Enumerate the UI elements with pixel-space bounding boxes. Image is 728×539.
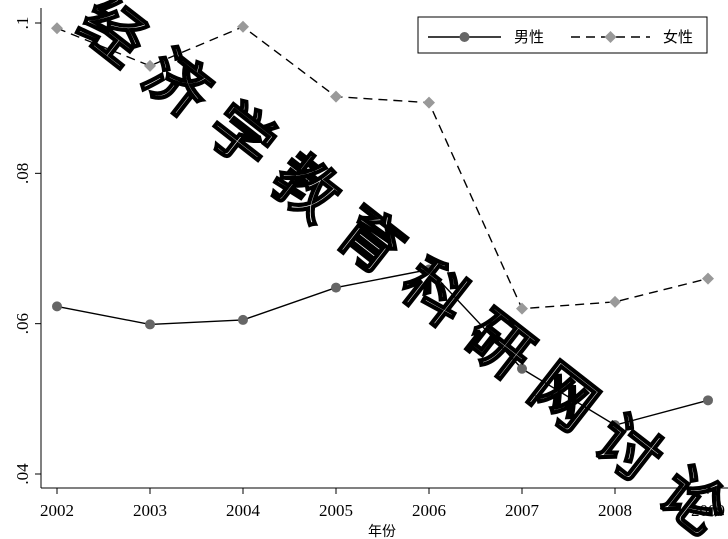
data-point-female <box>144 59 156 72</box>
legend-marker-male <box>459 32 470 42</box>
y-ticks: .04 .06 .08 .1 <box>13 17 41 485</box>
data-point-female <box>609 295 621 308</box>
series-group <box>51 20 714 431</box>
data-point-male <box>424 264 434 275</box>
data-point-male <box>703 395 713 406</box>
legend: 男性 女性 <box>417 16 708 54</box>
x-tick-label: 2008 <box>598 501 632 520</box>
series-line-2 <box>56 25 709 310</box>
data-point-male <box>517 363 527 374</box>
data-point-female <box>423 96 435 109</box>
x-tick-label: 2007 <box>505 501 540 520</box>
data-point-female <box>702 272 714 285</box>
data-point-male <box>610 420 620 431</box>
y-tick-label: .08 <box>13 163 32 184</box>
x-tick-label: 2006 <box>412 501 446 520</box>
x-tick-label: 2002 <box>40 501 74 520</box>
x-ticks: 2002 2003 2004 2005 2006 2007 2008 2009 <box>40 488 725 520</box>
x-tick-label: 2005 <box>319 501 353 520</box>
data-point-female <box>237 20 249 33</box>
y-tick-label: .06 <box>13 313 32 334</box>
data-point-male <box>52 301 62 312</box>
y-tick-label: .1 <box>13 17 32 30</box>
legend-label: 男性 <box>514 28 544 46</box>
data-point-female <box>330 90 342 103</box>
x-tick-label: 2009 <box>691 501 725 520</box>
y-tick-label: .04 <box>13 463 32 485</box>
data-point-male <box>238 314 248 325</box>
data-point-male <box>331 282 341 293</box>
data-point-male <box>145 319 155 330</box>
series-line-1 <box>56 268 709 426</box>
x-tick-label: 2004 <box>226 501 261 520</box>
legend-label: 女性 <box>663 28 693 46</box>
x-tick-label: 2003 <box>133 501 167 520</box>
axes <box>40 8 728 489</box>
data-point-female <box>51 22 63 35</box>
data-point-female <box>516 302 528 315</box>
legend-marker-female <box>604 31 617 43</box>
x-axis-title: 年份 <box>368 524 396 539</box>
